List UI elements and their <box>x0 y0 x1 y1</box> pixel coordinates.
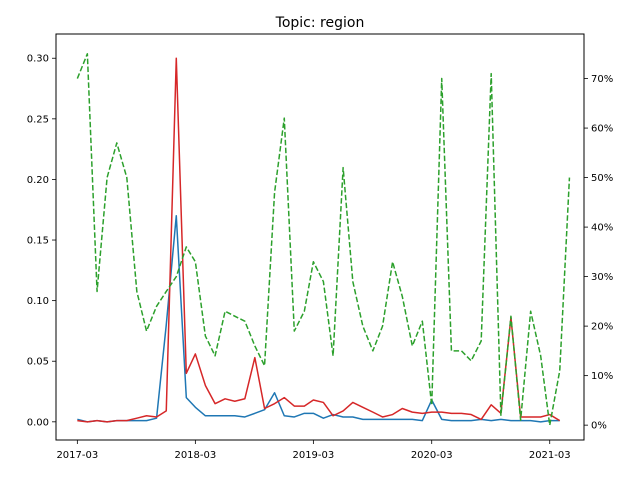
y-left-tick-label: 0.20 <box>27 175 49 186</box>
chart-title: Topic: region <box>275 15 365 31</box>
plot-area <box>76 53 571 426</box>
axes-frame <box>55 33 585 441</box>
series-line-1 <box>77 215 560 423</box>
y-left-tick-label: 0.25 <box>27 114 49 125</box>
y-right-tick-label: 60% <box>591 124 613 135</box>
y-left-tick-label: 0.30 <box>27 54 49 65</box>
x-tick-label: 2019-03 <box>292 450 334 461</box>
y-right-tick-label: 0% <box>591 421 607 432</box>
x-axis: 2017-03 2018-03 2019-03 2020-03 2021-03 <box>56 440 571 461</box>
y-left-tick-label: 0.05 <box>27 357 49 368</box>
y-right-tick-label: 50% <box>591 173 613 184</box>
y-right-tick-label: 10% <box>591 371 613 382</box>
series-line-2 <box>77 57 561 423</box>
y-right-tick-label: 30% <box>591 272 613 283</box>
x-tick-label: 2018-03 <box>174 450 216 461</box>
y-axis-right: 0% 10% 20% 30% 40% 50% 60% 70% <box>584 74 613 432</box>
y-left-tick-label: 0.00 <box>27 417 49 428</box>
y-left-tick-label: 0.10 <box>27 296 49 307</box>
y-right-tick-label: 70% <box>591 74 613 85</box>
y-right-tick-label: 20% <box>591 322 613 333</box>
x-tick-label: 2021-03 <box>529 450 571 461</box>
y-right-tick-label: 40% <box>591 223 613 234</box>
x-tick-label: 2020-03 <box>411 450 453 461</box>
y-left-tick-label: 0.15 <box>27 236 49 247</box>
x-tick-label: 2017-03 <box>56 450 98 461</box>
series-line-3 <box>76 53 571 426</box>
y-axis-left: 0.00 0.05 0.10 0.15 0.20 0.25 0.30 <box>27 54 56 428</box>
